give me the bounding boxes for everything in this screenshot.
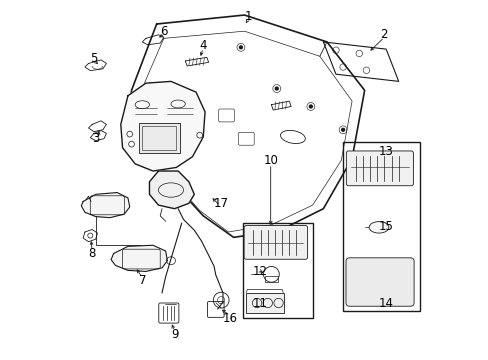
- Polygon shape: [81, 193, 129, 218]
- Text: 11: 11: [253, 297, 267, 310]
- Text: 1: 1: [244, 10, 251, 23]
- Text: 8: 8: [88, 247, 96, 260]
- Circle shape: [275, 87, 278, 90]
- Text: 13: 13: [378, 145, 393, 158]
- Text: 16: 16: [222, 311, 237, 325]
- Ellipse shape: [368, 222, 388, 233]
- Text: 10: 10: [264, 154, 278, 167]
- Text: 14: 14: [378, 297, 393, 310]
- Text: 5: 5: [90, 51, 98, 64]
- Text: 17: 17: [213, 197, 228, 210]
- Text: 3: 3: [92, 132, 99, 145]
- Text: 4: 4: [199, 39, 206, 52]
- Circle shape: [309, 105, 312, 108]
- Bar: [139, 123, 180, 153]
- Circle shape: [239, 46, 242, 49]
- Text: 7: 7: [138, 274, 146, 287]
- FancyBboxPatch shape: [244, 226, 307, 259]
- Bar: [246, 293, 284, 314]
- Polygon shape: [149, 171, 194, 209]
- Polygon shape: [111, 245, 167, 271]
- Text: 2: 2: [380, 28, 387, 41]
- FancyBboxPatch shape: [346, 151, 412, 186]
- Bar: [142, 126, 176, 150]
- Text: 12: 12: [253, 265, 267, 278]
- Circle shape: [341, 129, 344, 131]
- Bar: [242, 223, 312, 318]
- Text: 9: 9: [170, 328, 178, 341]
- Bar: [343, 142, 419, 311]
- Text: 6: 6: [160, 25, 167, 38]
- Bar: [265, 276, 277, 282]
- Text: 15: 15: [378, 220, 393, 233]
- Polygon shape: [121, 81, 204, 171]
- FancyBboxPatch shape: [346, 258, 413, 306]
